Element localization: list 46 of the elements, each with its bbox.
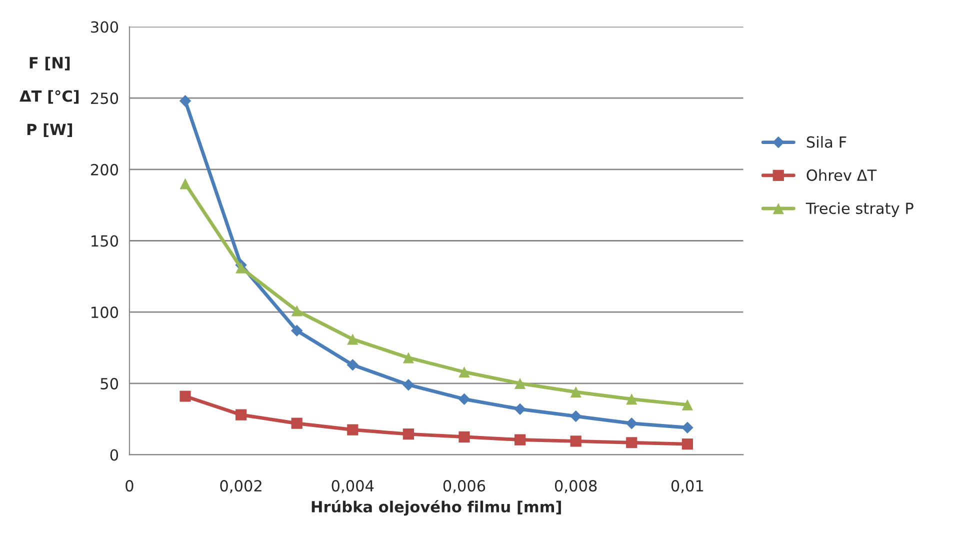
x-tick-label: 0,004 (332, 480, 374, 494)
point (180, 390, 191, 402)
point (180, 178, 191, 190)
point (347, 424, 358, 436)
x-tick-label: 0,006 (443, 480, 486, 494)
point (570, 386, 582, 398)
point (514, 434, 526, 446)
point (682, 399, 693, 410)
point (402, 378, 414, 391)
x-tick-label: 0,01 (671, 480, 704, 494)
point (514, 378, 526, 389)
point (290, 324, 303, 337)
y-tick-label: 50 (100, 378, 118, 390)
point (402, 428, 414, 440)
point (458, 366, 470, 378)
point (458, 393, 470, 405)
point (402, 352, 414, 364)
point (291, 305, 302, 316)
point (236, 262, 247, 274)
point (570, 410, 582, 422)
point (458, 431, 470, 442)
x-tick-label: 0,008 (554, 480, 597, 494)
point (626, 394, 638, 405)
point (291, 418, 302, 429)
legend-label: Sila F (806, 136, 846, 148)
point (626, 437, 638, 448)
point (570, 436, 582, 447)
point (347, 334, 358, 345)
y-tick-label: 300 (91, 21, 118, 33)
text: F [N] ΔT [°C] P [W] (20, 56, 79, 138)
point (179, 95, 192, 107)
legend-label: Ohrev ΔT (806, 169, 877, 181)
y-tick-label: 150 (92, 235, 118, 247)
x-tick-label: 0,002 (220, 480, 262, 494)
point (514, 403, 526, 415)
point (682, 422, 694, 434)
y-tick-label: 100 (92, 306, 118, 318)
point (236, 409, 247, 420)
y-tick-label: 250 (91, 92, 118, 104)
x-tick-label: 0 (126, 480, 134, 492)
x-axis-title: Hrúbka olejového filmu [mm] (312, 500, 561, 516)
point (346, 358, 359, 371)
point (682, 438, 693, 450)
y-tick-label: 200 (91, 164, 118, 176)
y-tick-label: 0 (110, 449, 118, 461)
legend-label: Trecie straty P (806, 202, 914, 218)
